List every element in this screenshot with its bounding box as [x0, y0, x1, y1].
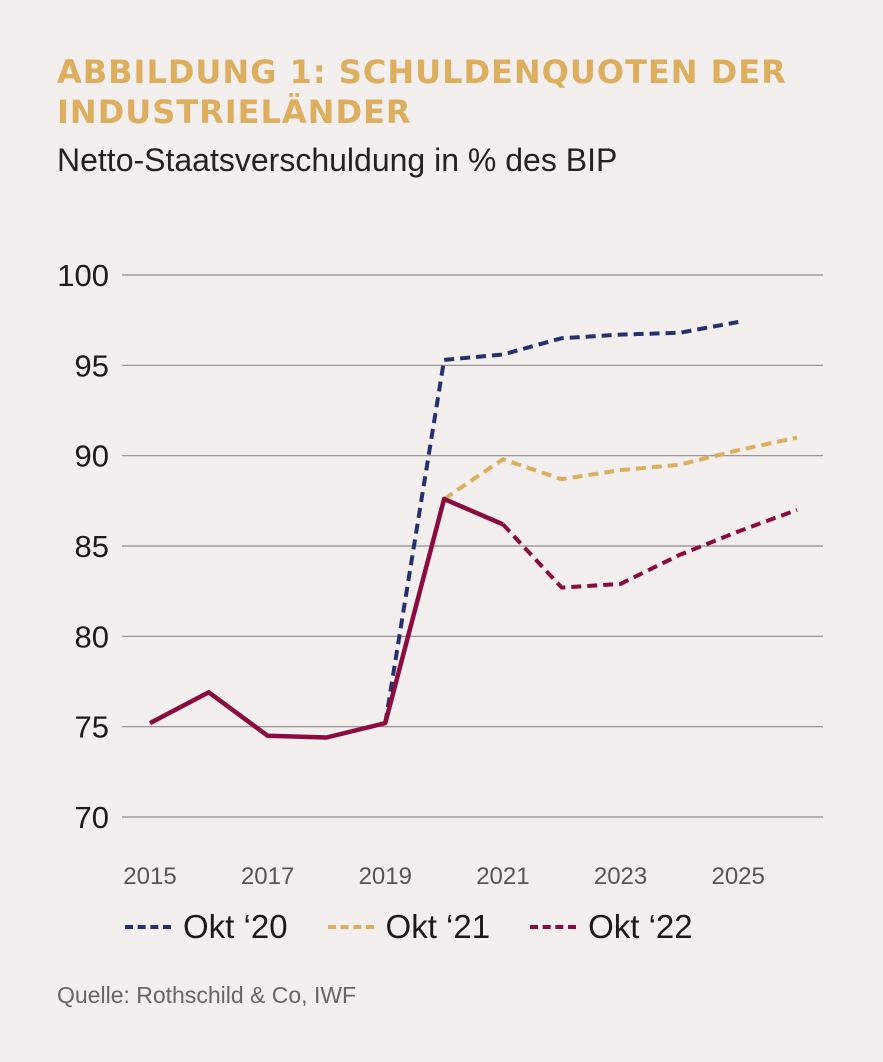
y-axis-ticks: 70 75 80 85 90 95 100: [57, 258, 109, 835]
y-tick-label-75: 75: [75, 710, 109, 745]
chart-subtitle: Netto-Staatsverschuldung in % des BIP: [57, 142, 618, 178]
series-1-line: [442, 435, 798, 501]
series-2-actual-line: [148, 496, 504, 740]
x-tick-label-2019: 2019: [359, 863, 412, 890]
y-tick-label-70: 70: [75, 800, 109, 835]
legend-swatch-0: [125, 925, 171, 929]
legend-label-0: Okt ‘20: [183, 908, 288, 945]
legend-item-0: Okt ‘20: [125, 908, 288, 946]
chart-legend: Okt ‘20 Okt ‘21 Okt ‘22: [125, 905, 733, 949]
series-0-line: [383, 320, 739, 724]
legend-swatch-2: [530, 925, 577, 929]
legend-swatch-1: [327, 925, 374, 929]
x-tick-label-2025: 2025: [711, 863, 764, 890]
legend-label-1: Okt ‘21: [385, 908, 491, 945]
y-tick-label-95: 95: [75, 348, 109, 383]
x-tick-label-2023: 2023: [594, 863, 647, 890]
series-2-forecast-line: [501, 508, 798, 590]
source-note: Quelle: Rothschild & Co, IWF: [57, 982, 357, 1008]
y-tick-label-80: 80: [75, 619, 109, 654]
x-tick-label-2015: 2015: [123, 863, 176, 890]
legend-label-2: Okt ‘22: [588, 908, 693, 945]
y-tick-label-90: 90: [75, 439, 109, 474]
x-tick-label-2017: 2017: [241, 863, 294, 890]
gridlines: [122, 274, 823, 818]
x-tick-label-2021: 2021: [476, 863, 529, 890]
series-lines: [148, 320, 798, 740]
line-chart: 70 75 80 85 90 95 100 2015 2017 2019 2021 2023 2025: [57, 258, 823, 890]
legend-item-1: Okt ‘21: [327, 908, 491, 946]
y-tick-label-100: 100: [57, 258, 109, 293]
chart-title: ABBILDUNG 1: SCHULDENQUOTEN DER INDUSTRI…: [57, 53, 787, 131]
y-tick-label-85: 85: [75, 529, 109, 564]
legend-item-2: Okt ‘22: [530, 908, 693, 946]
x-axis-ticks: 2015 2017 2019 2021 2023 2025: [123, 863, 765, 890]
